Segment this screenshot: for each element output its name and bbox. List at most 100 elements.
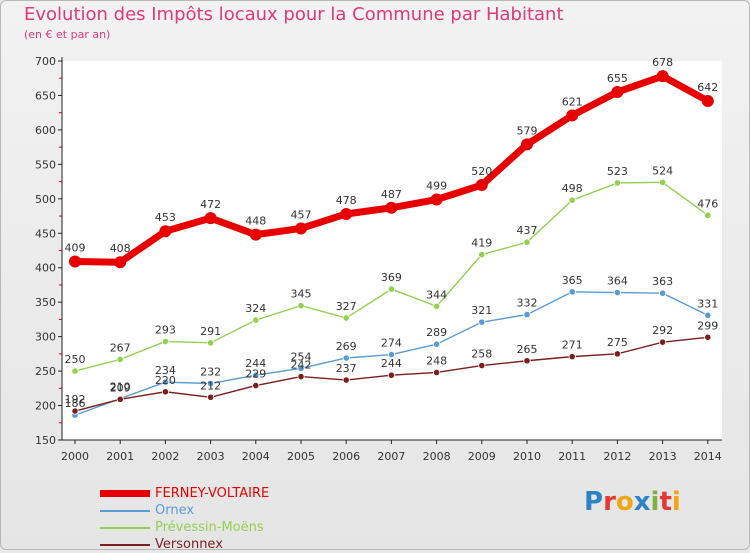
data-label: 344 [426,288,447,301]
data-point [523,238,531,246]
data-label: 291 [200,325,221,338]
data-point [568,288,576,296]
data-point [432,340,441,348]
data-point [387,285,395,293]
data-label: 250 [65,353,86,366]
data-point [71,367,79,375]
data-point [704,211,712,219]
data-label: 476 [697,197,718,210]
logo-letter: i [671,487,681,517]
legend-label: Versonnex [155,537,223,552]
x-tick-label: 2013 [649,450,677,463]
data-label: 520 [471,165,492,178]
data-point [340,207,353,220]
data-label: 229 [245,368,266,381]
data-label: 254 [291,350,312,363]
data-point [252,371,260,379]
y-tick-label: 200 [35,400,56,413]
data-point [611,86,624,99]
data-label: 186 [65,397,86,410]
x-tick-label: 2008 [423,450,451,463]
logo-letter: o [615,487,634,517]
proxiti-logo: Proxiti [584,487,681,517]
logo-letter: P [584,487,604,517]
data-point [568,196,576,204]
data-label: 642 [697,81,718,94]
x-tick-label: 2007 [377,450,405,463]
y-tick-label: 500 [35,193,56,206]
y-tick-label: 400 [35,262,56,275]
legend-swatch [100,490,150,497]
data-point [159,225,172,238]
data-label: 275 [607,336,628,349]
data-point [161,337,169,346]
data-point [116,395,124,403]
data-label: 274 [381,337,402,350]
data-label: 267 [110,341,131,354]
chart-title: Evolution des Impôts locaux pour la Comm… [24,4,564,25]
data-point [701,94,714,107]
data-label: 345 [291,288,312,301]
data-point [523,357,531,365]
data-point [704,333,712,341]
chart-subtitle: (en € et par an) [24,28,111,41]
data-point [475,179,488,192]
data-point [658,289,667,297]
x-tick-label: 2005 [287,450,315,463]
data-point [478,361,486,370]
data-label: 271 [562,339,583,352]
y-tick-label: 150 [35,434,56,447]
x-tick-label: 2010 [513,450,541,463]
data-point [613,179,622,187]
data-point [252,316,260,324]
data-point [432,302,441,310]
data-point [704,311,712,319]
data-label: 332 [517,297,538,310]
data-label: 293 [155,323,176,336]
data-point [161,388,169,396]
data-point [342,354,350,362]
data-point [613,288,622,297]
x-tick-label: 2009 [468,450,496,463]
data-point [71,407,79,415]
data-label: 678 [652,56,673,69]
data-label: 265 [517,343,538,356]
x-tick-label: 2004 [242,450,270,463]
data-label: 258 [471,348,492,361]
data-label: 269 [336,340,357,353]
data-label: 655 [607,72,628,85]
data-label: 478 [336,194,357,207]
data-point [430,193,443,206]
data-label: 472 [200,198,221,211]
y-tick-label: 650 [35,89,56,102]
legend-label: Prévessin-Moëns [155,520,264,535]
data-point [568,353,576,361]
legend-swatch [100,527,150,529]
data-label: 192 [65,393,86,406]
data-label: 331 [697,297,718,310]
y-tick-label: 350 [35,296,56,309]
data-label: 363 [652,275,673,288]
data-label: 409 [65,242,86,255]
data-point [566,109,579,122]
data-label: 621 [562,95,583,108]
y-tick-label: 450 [35,227,56,240]
logo-letter: x [633,487,651,517]
data-point [613,350,622,358]
data-label: 324 [245,302,266,315]
data-label: 523 [607,165,628,178]
data-label: 498 [562,182,583,195]
data-point [387,371,395,379]
x-tick-label: 2012 [603,450,631,463]
data-point [432,368,441,377]
data-point [69,255,81,268]
data-point [658,338,667,346]
data-label: 321 [471,304,492,317]
data-label: 292 [652,324,673,337]
x-tick-label: 2003 [197,450,225,463]
logo-letter: r [603,487,616,517]
data-point [656,70,669,83]
data-point [252,381,260,390]
data-point [249,228,262,241]
